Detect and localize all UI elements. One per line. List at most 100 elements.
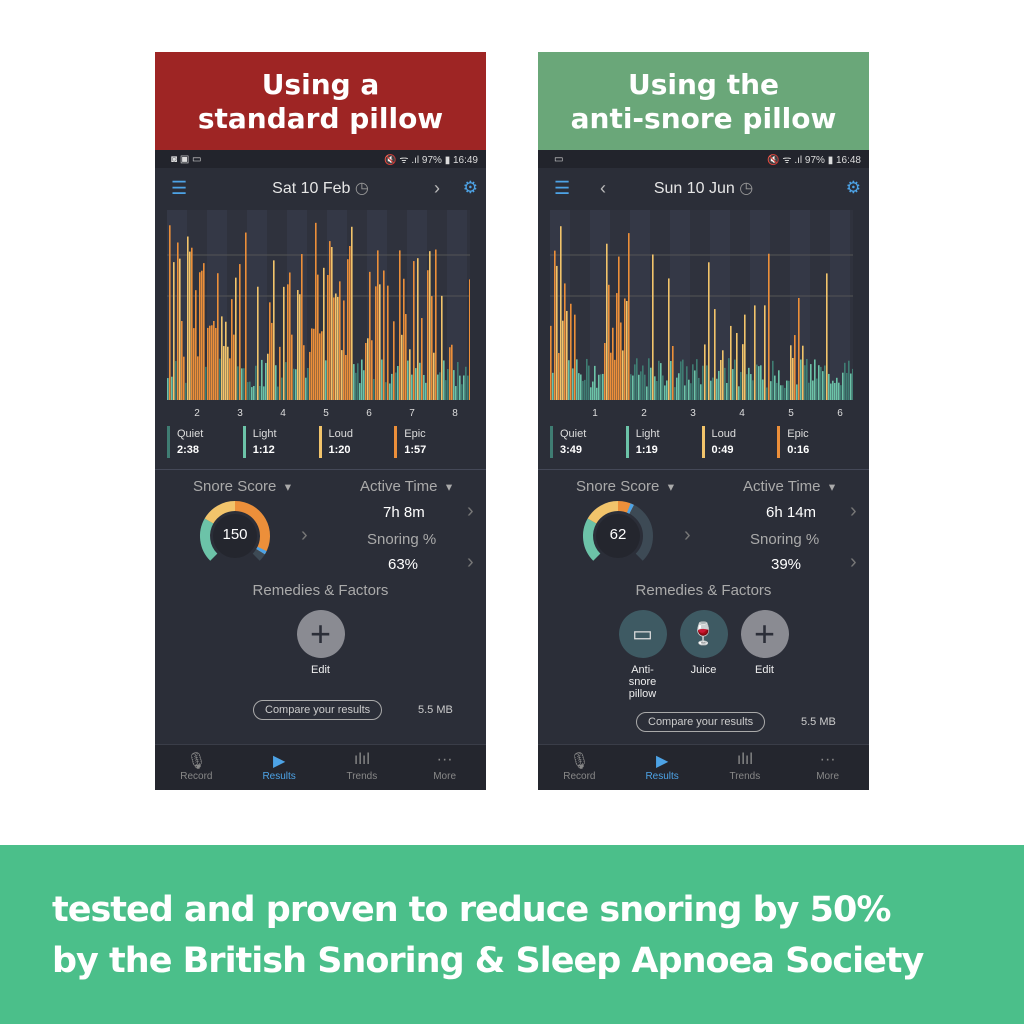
chevron-right-icon[interactable]: › [850, 551, 857, 573]
snore-bar [417, 258, 419, 400]
hour-tick: 7 [409, 408, 415, 419]
snore-bar [744, 314, 746, 400]
app-screen: ◙ ▣ ▭ 🔇 ᯤ .ıl 97% ▮ 16:49 ☰ Sat 10 Feb ◷ … [155, 150, 486, 790]
snore-bar [606, 243, 608, 400]
tab-more[interactable]: ··· More [403, 745, 486, 790]
compare-results-button[interactable]: Compare your results [253, 700, 383, 720]
snore-bar [748, 367, 750, 400]
tab-trends[interactable]: ılıl Trends [704, 745, 787, 790]
snore-bar [746, 374, 748, 400]
snore-bar [393, 321, 395, 400]
date-selector[interactable]: Sat 10 Feb ◷ [155, 178, 486, 198]
snore-bar [796, 384, 798, 400]
menu-icon[interactable]: ☰ [554, 177, 571, 198]
snore-bar [431, 296, 433, 400]
chevron-right-icon[interactable]: › [467, 551, 474, 573]
chevron-right-icon[interactable]: › [301, 524, 308, 546]
snore-bar [618, 256, 620, 400]
tab-more[interactable]: ··· More [786, 745, 869, 790]
compare-results-button[interactable]: Compare your results [636, 712, 766, 732]
snore-bar [786, 380, 788, 400]
remedy-juice[interactable]: 🍷 Juice [679, 610, 728, 700]
tab-trends[interactable]: ılıl Trends [321, 745, 404, 790]
snore-bar [359, 383, 361, 400]
gear-icon[interactable]: ⚙ [845, 178, 861, 197]
recording-size: 5.5 MB [801, 716, 836, 728]
date-selector[interactable]: Sun 10 Jun ◷ [538, 178, 869, 198]
snore-bar [584, 379, 586, 400]
remedy-edit[interactable]: + Edit [296, 610, 345, 676]
snore-bar [407, 360, 409, 400]
previous-day-button[interactable]: ‹ [600, 177, 606, 198]
snore-bar [199, 272, 201, 400]
snore-bar [435, 249, 437, 400]
snore-bar [852, 368, 853, 400]
snore-bar [568, 360, 570, 400]
hour-tick: 6 [837, 408, 843, 419]
legend-value: 1:12 [252, 444, 275, 456]
snore-chart[interactable] [550, 210, 853, 400]
snore-bar [171, 376, 173, 400]
hour-band [670, 210, 690, 400]
phone-panel-standard: Using a standard pillow ◙ ▣ ▭ 🔇 ᯤ .ıl 97% … [155, 52, 486, 790]
snore-score-dropdown[interactable]: Snore Score ▾ [576, 478, 674, 495]
snore-bar [203, 263, 205, 400]
snore-bar [405, 314, 407, 400]
tab-record[interactable]: 🎙 Record [155, 745, 238, 790]
snore-bar [339, 281, 341, 400]
snore-bar [223, 346, 225, 400]
comparison-banner: Using the anti-snore pillow [538, 52, 869, 150]
snoring-percent-label: Snoring % [367, 531, 437, 548]
snore-bar [680, 361, 682, 400]
snore-bar [185, 382, 187, 400]
legend-label: Light [252, 428, 277, 440]
snore-bar [820, 366, 822, 400]
active-time-dropdown[interactable]: Active Time ▾ [743, 478, 835, 495]
chevron-right-icon[interactable]: › [850, 500, 857, 522]
snore-score-dropdown[interactable]: Snore Score ▾ [193, 478, 291, 495]
snore-bar [716, 378, 718, 400]
snore-bar [337, 296, 339, 400]
chevron-right-icon[interactable]: › [684, 524, 691, 546]
tab-label: Record [180, 771, 213, 782]
snore-bar [686, 366, 688, 400]
snore-bar [467, 375, 469, 400]
legend-loud: Loud 0:49 [701, 426, 778, 458]
next-day-button[interactable]: › [434, 177, 440, 198]
hour-tick: 3 [237, 408, 243, 419]
status-bar: ◙ ▣ ▭ 🔇 ᯤ .ıl 97% ▮ 16:49 [155, 150, 486, 168]
claim-line-1: tested and proven to reduce snoring by 5… [52, 890, 891, 930]
snore-bar [173, 262, 175, 400]
snore-bar [764, 305, 766, 400]
legend-value: 0:49 [711, 444, 734, 456]
tab-results[interactable]: ▶ Results [238, 745, 321, 790]
remedies-heading: Remedies & Factors [252, 582, 389, 599]
tab-record[interactable]: 🎙 Record [538, 745, 621, 790]
snore-bar [630, 374, 632, 400]
snore-bar [590, 387, 592, 400]
snore-bar [658, 360, 660, 400]
active-time-value: 6h 14m [766, 504, 817, 521]
snore-bar [209, 325, 211, 400]
tab-results[interactable]: ▶ Results [621, 745, 704, 790]
top-nav: ☰ Sat 10 Feb ◷ › ⚙ [155, 168, 486, 208]
active-time-dropdown[interactable]: Active Time ▾ [360, 478, 452, 495]
snoring-percent-value: 63% [388, 556, 419, 573]
menu-icon[interactable]: ☰ [171, 177, 188, 198]
legend-quiet: Quiet 2:38 [167, 426, 243, 458]
snore-bar [349, 246, 351, 400]
tab-label: More [433, 771, 457, 782]
snore-chart[interactable] [167, 210, 470, 400]
snore-bar [650, 367, 652, 400]
snore-bar [297, 290, 299, 400]
gear-icon[interactable]: ⚙ [462, 178, 478, 197]
legend-value: 3:49 [560, 444, 583, 456]
snore-bar [758, 366, 760, 400]
remedy-edit[interactable]: + Edit [740, 610, 789, 700]
remedy-anti-snore-pillow[interactable]: ▭ Anti-snore pillow [618, 610, 667, 700]
snore-bar [433, 352, 435, 400]
chevron-right-icon[interactable]: › [467, 500, 474, 522]
snore-bar [698, 377, 700, 400]
legend-label: Epic [787, 428, 809, 440]
snore-bar [271, 322, 273, 400]
